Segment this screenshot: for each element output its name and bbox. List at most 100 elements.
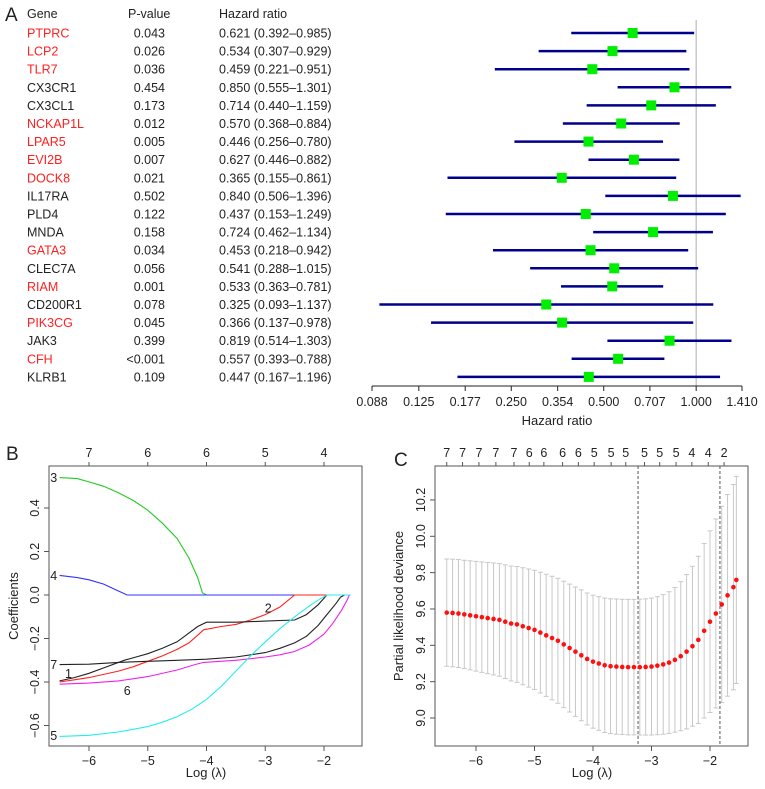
deviance-point — [462, 612, 467, 617]
top-axis-nonzero-count: 5 — [641, 446, 648, 460]
forest-row-clec7a: CLEC7A 0.056 0.541 (0.288–1.015) — [27, 262, 699, 276]
gene-name: EVI2B — [27, 153, 62, 167]
x-tick-label: −6 — [469, 754, 483, 768]
hazard-ratio-ci: 0.533 (0.363–0.781) — [219, 280, 332, 294]
gene-name: PTPRC — [27, 27, 69, 41]
coef-path-2 — [59, 594, 351, 683]
deviance-point — [713, 611, 719, 616]
coef-path-7 — [59, 594, 351, 666]
x-tick-label: 1.000 — [681, 395, 712, 409]
deviance-point — [731, 584, 736, 590]
x-tick-label: −5 — [527, 754, 541, 768]
hazard-ratio-ci: 0.850 (0.555–1.301) — [219, 81, 332, 95]
header-pvalue: P-value — [128, 7, 170, 21]
deviance-point — [567, 645, 572, 651]
header-hazard-ratio: Hazard ratio — [219, 7, 287, 21]
forest-row-lpar5: LPAR5 0.005 0.446 (0.256–0.780) — [27, 135, 664, 149]
forest-row-cx3cr1: CX3CR1 0.454 0.850 (0.555–1.301) — [27, 81, 732, 95]
deviance-point — [479, 614, 485, 620]
deviance-point — [619, 664, 625, 670]
deviance-point — [608, 663, 613, 669]
forest-row-lcp2: LCP2 0.026 0.534 (0.307–0.929) — [27, 45, 687, 59]
x-tick-label: 0.707 — [634, 395, 665, 409]
hr-point — [667, 190, 678, 201]
y-tick-label: 0.2 — [28, 543, 42, 560]
coef-path-label: 1 — [65, 667, 72, 681]
x-tick-label: 0.500 — [588, 395, 619, 409]
lasso-coefficient-plot: −6 −5 −4 −3 −2 −0.6 −0.4 −0.2 0.0 0.2 0.4 7 6 6 5 4 3 4 2 1… — [28, 446, 363, 768]
hazard-ratio-ci: 0.627 (0.446–0.882) — [219, 153, 332, 167]
deviance-point — [473, 613, 479, 619]
coef-path-1 — [59, 594, 351, 682]
top-axis-nonzero-count: 4 — [688, 446, 695, 460]
lasso-x-axis-title: Log (λ) — [186, 765, 226, 780]
p-value: 0.056 — [134, 262, 165, 276]
hr-point — [628, 154, 639, 165]
p-value: 0.021 — [134, 171, 165, 185]
panel-label-a: A — [5, 5, 18, 26]
p-value: 0.078 — [134, 298, 165, 312]
y-tick-label: 9.4 — [414, 637, 428, 654]
x-tick-label: 1.410 — [726, 395, 757, 409]
p-value: 0.007 — [134, 153, 165, 167]
deviance-point — [707, 619, 713, 624]
p-value: <0.001 — [126, 352, 165, 366]
forest-row-ptprc: PTPRC 0.043 0.621 (0.392–0.985) — [27, 27, 695, 41]
panel-label-b: B — [6, 444, 19, 465]
y-tick-label: −0.2 — [28, 626, 42, 651]
forest-row-jak3: JAK3 0.399 0.819 (0.514–1.303) — [27, 334, 732, 348]
y-tick-label: −0.6 — [28, 713, 42, 738]
x-tick-label: −3 — [258, 754, 272, 768]
lasso-y-axis-title: Coefficients — [6, 572, 21, 640]
plot-frame — [434, 465, 749, 747]
p-value: 0.158 — [134, 226, 165, 240]
plot-frame — [48, 465, 363, 747]
deviance-point — [555, 638, 561, 644]
panel-c: C −6 −5 −4 −3 −29.09.29.49.69.810.010.27 7 7 7 7… — [391, 446, 749, 780]
x-tick-label: 0.088 — [356, 395, 387, 409]
deviance-point — [660, 662, 666, 667]
deviance-point — [508, 621, 514, 626]
top-axis-nonzero-count: 5 — [591, 446, 598, 460]
p-value: 0.173 — [134, 99, 165, 113]
x-tick-label: −4 — [586, 754, 600, 768]
hazard-ratio-ci: 0.459 (0.221–0.951) — [219, 63, 332, 77]
deviance-point — [573, 649, 578, 654]
forest-row-tlr7: TLR7 0.036 0.459 (0.221–0.951) — [27, 63, 690, 77]
hazard-ratio-ci: 0.446 (0.256–0.780) — [219, 135, 332, 149]
forest-row-pld4: PLD4 0.122 0.437 (0.153–1.249) — [27, 208, 726, 222]
hazard-ratio-ci: 0.541 (0.288–1.015) — [219, 262, 332, 276]
forest-row-cx3cl1: CX3CL1 0.173 0.714 (0.440–1.159) — [27, 99, 716, 113]
y-tick-label: 10.0 — [414, 524, 428, 548]
cv-x-axis-title: Log (λ) — [572, 765, 612, 780]
y-tick-label: 0.0 — [28, 586, 42, 603]
y-tick-label: 0.4 — [28, 499, 42, 516]
panel-b: B −6 −5 −4 −3 −2 −0.6 −0.4 −0.2 0.0 0.2 0.4 7 6 6 5 4 3 4… — [6, 444, 363, 780]
x-tick-label: 0.125 — [403, 395, 434, 409]
gene-name: CFH — [27, 352, 53, 366]
hr-point — [556, 172, 567, 183]
gene-name: JAK3 — [27, 334, 57, 348]
forest-rows: PTPRC 0.043 0.621 (0.392–0.985) LCP2 0.026 0.… — [27, 20, 741, 386]
hazard-ratio-ci: 0.570 (0.368–0.884) — [219, 117, 332, 131]
top-axis-nonzero-count: 6 — [540, 446, 547, 460]
hr-point — [583, 371, 594, 382]
hr-point — [648, 227, 659, 238]
top-axis-nonzero-count: 5 — [673, 446, 680, 460]
p-value: 0.036 — [134, 63, 165, 77]
deviance-point — [690, 643, 695, 649]
deviance-point — [579, 653, 584, 658]
gene-name: MNDA — [27, 226, 64, 240]
coef-path-label: 5 — [50, 729, 57, 743]
cv-deviance-plot: −6 −5 −4 −3 −29.09.29.49.69.810.010.27 7 7 7 7 6 6… — [414, 446, 749, 768]
hr-point — [646, 100, 657, 111]
coef-path-label: 3 — [50, 471, 57, 485]
deviance-point — [666, 660, 672, 665]
forest-row-nckap1l: NCKAP1L 0.012 0.570 (0.368–0.884) — [27, 117, 680, 131]
deviance-point — [631, 664, 637, 670]
top-axis-nonzero-count: 7 — [511, 446, 518, 460]
deviance-point — [502, 619, 508, 624]
panel-label-c: C — [394, 450, 408, 471]
p-value: 0.005 — [134, 135, 165, 149]
